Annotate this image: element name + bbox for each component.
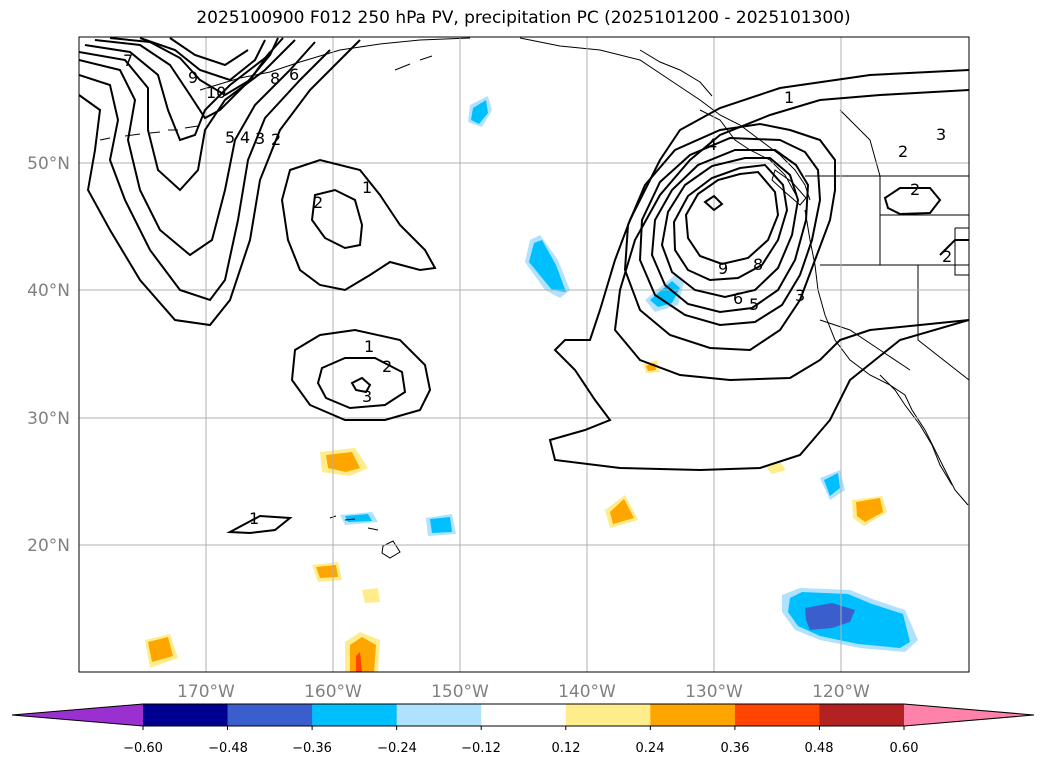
svg-text:1: 1 (364, 337, 374, 356)
svg-text:9: 9 (718, 259, 728, 278)
svg-text:6: 6 (733, 289, 743, 308)
colorbar-segment (650, 704, 736, 726)
lon-label: 120°W (812, 682, 870, 702)
colorbar-tick: 0.24 (636, 741, 665, 756)
colorbar-extend-min (12, 704, 143, 726)
colorbar-segment (396, 704, 482, 726)
svg-text:10: 10 (206, 83, 226, 102)
colorbar-tick: −0.60 (123, 741, 163, 756)
colorbar-tick: −0.24 (377, 741, 417, 756)
longitude-labels: 170°W 160°W 150°W 140°W 130°W 120°W (177, 682, 870, 702)
svg-text:3: 3 (362, 387, 372, 406)
lon-label: 130°W (685, 682, 743, 702)
svg-text:2: 2 (942, 247, 952, 266)
svg-text:4: 4 (707, 135, 717, 154)
svg-text:6: 6 (289, 65, 299, 84)
svg-text:2: 2 (271, 130, 281, 149)
lat-label: 40°N (27, 281, 70, 301)
colorbar-tick-labels: −0.60 −0.48 −0.36 −0.24 −0.12 0.12 0.24 … (123, 741, 918, 756)
colorbar-segment (227, 704, 313, 726)
svg-text:7: 7 (123, 51, 133, 70)
map-title: 2025100900 F012 250 hPa PV, precipitatio… (196, 8, 851, 28)
colorbar-tick: 0.60 (890, 741, 919, 756)
colorbar-tick: −0.12 (461, 741, 501, 756)
lat-label: 50°N (27, 154, 70, 174)
colorbar-tick: 0.48 (805, 741, 834, 756)
lat-label: 30°N (27, 409, 70, 429)
colorbar-segment (481, 704, 567, 726)
colorbar-segment (819, 704, 905, 726)
svg-text:1: 1 (249, 509, 259, 528)
lon-label: 140°W (558, 682, 616, 702)
colorbar-tick: 0.12 (552, 741, 581, 756)
svg-text:3: 3 (936, 125, 946, 144)
svg-text:3: 3 (255, 129, 265, 148)
svg-text:4: 4 (240, 128, 250, 147)
colorbar-tick: −0.48 (208, 741, 248, 756)
colorbar-segment (143, 704, 229, 726)
svg-text:2: 2 (382, 357, 392, 376)
colorbar-extend-max (904, 704, 1034, 726)
colorbar (11, 703, 1035, 730)
lon-label: 160°W (304, 682, 362, 702)
svg-text:3: 3 (795, 286, 805, 305)
colorbar-tick: −0.36 (292, 741, 332, 756)
svg-text:2: 2 (910, 180, 920, 199)
lon-label: 150°W (431, 682, 489, 702)
colorbar-segment (565, 704, 651, 726)
svg-text:5: 5 (749, 295, 759, 314)
pv-contours (79, 37, 969, 535)
colorbar-segment (734, 704, 820, 726)
lat-label: 20°N (27, 536, 70, 556)
svg-text:1: 1 (362, 178, 372, 197)
svg-text:8: 8 (753, 255, 763, 274)
lon-label: 170°W (177, 682, 235, 702)
svg-text:2: 2 (898, 142, 908, 161)
svg-text:1: 1 (784, 88, 794, 107)
svg-text:9: 9 (188, 68, 198, 87)
map-border (78, 36, 970, 673)
svg-text:5: 5 (225, 128, 235, 147)
contour-labels: 7 9 10 8 6 5 4 3 2 2 1 1 2 3 1 1 4 9 8 6… (123, 51, 952, 528)
graticule (79, 37, 969, 672)
colorbar-tick: 0.36 (721, 741, 750, 756)
colorbar-segment (312, 704, 398, 726)
svg-text:2: 2 (313, 193, 323, 212)
precip-positive-areas (145, 360, 887, 672)
map-panel (79, 37, 969, 672)
svg-text:8: 8 (270, 69, 280, 88)
precip-negative-areas (340, 96, 918, 652)
latitude-labels: 50°N 40°N 30°N 20°N (27, 154, 70, 556)
